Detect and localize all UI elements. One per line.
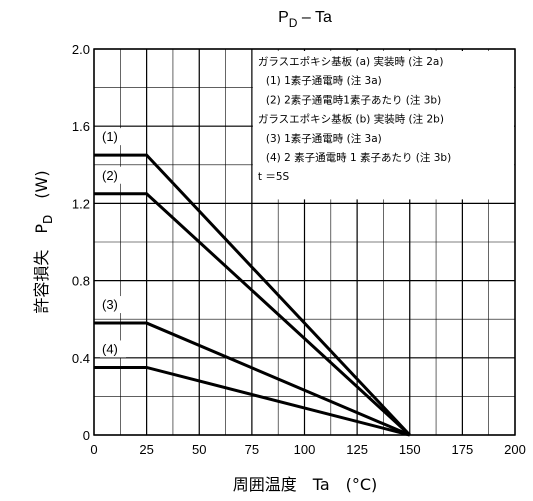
series-label-bg bbox=[100, 128, 126, 146]
x-tick-label: 75 bbox=[245, 442, 259, 457]
series-label: (4) bbox=[102, 341, 118, 356]
chart-title: PD – Ta bbox=[278, 9, 332, 30]
x-tick-label: 200 bbox=[504, 442, 526, 457]
x-tick-label: 150 bbox=[399, 442, 421, 457]
series-label: (2) bbox=[102, 168, 118, 183]
x-tick-label: 25 bbox=[139, 442, 153, 457]
series-line bbox=[94, 321, 411, 437]
legend-line: (2) 2素子通電時1素子あたり (注 3b) bbox=[266, 93, 441, 106]
series-label-bg bbox=[100, 296, 126, 314]
legend-line: ガラスエポキシ基板 (a) 実装時 (注 2a) bbox=[258, 55, 444, 68]
y-tick-label: 0.4 bbox=[72, 351, 90, 366]
x-tick-label: 125 bbox=[346, 442, 368, 457]
series-line bbox=[94, 365, 411, 437]
plot-frame bbox=[93, 48, 516, 436]
legend-line: (4) 2 素子通電時 1 素子あたり (注 3b) bbox=[266, 151, 451, 164]
x-tick-label: 100 bbox=[294, 442, 316, 457]
legend-line: (1) 1素子通電時 (注 3a) bbox=[266, 74, 382, 87]
y-tick-label: 1.2 bbox=[72, 196, 90, 211]
series-line bbox=[94, 153, 411, 437]
y-axis-label: 許容損失 PD (W) bbox=[32, 170, 55, 313]
y-tick-label: 0.8 bbox=[72, 274, 90, 289]
y-tick-label: 1.6 bbox=[72, 119, 90, 134]
x-tick-label: 0 bbox=[90, 442, 97, 457]
legend-box bbox=[252, 51, 514, 200]
series-label-bg bbox=[100, 166, 126, 184]
legend-line: t ＝5S bbox=[258, 171, 290, 183]
x-tick-label: 50 bbox=[192, 442, 206, 457]
series-label: (1) bbox=[102, 129, 118, 144]
series-line bbox=[94, 192, 411, 437]
series-label-bg bbox=[100, 340, 126, 358]
y-tick-label: 2.0 bbox=[72, 42, 90, 57]
x-tick-label: 175 bbox=[452, 442, 474, 457]
series-label: (3) bbox=[102, 297, 118, 312]
legend-line: ガラスエポキシ基板 (b) 実装時 (注 2b) bbox=[258, 113, 444, 126]
legend-line: (3) 1素子通電時 (注 3a) bbox=[266, 132, 382, 145]
y-tick-label: 0 bbox=[83, 428, 90, 443]
x-axis-label: 周囲温度 Ta (°C) bbox=[233, 475, 378, 494]
